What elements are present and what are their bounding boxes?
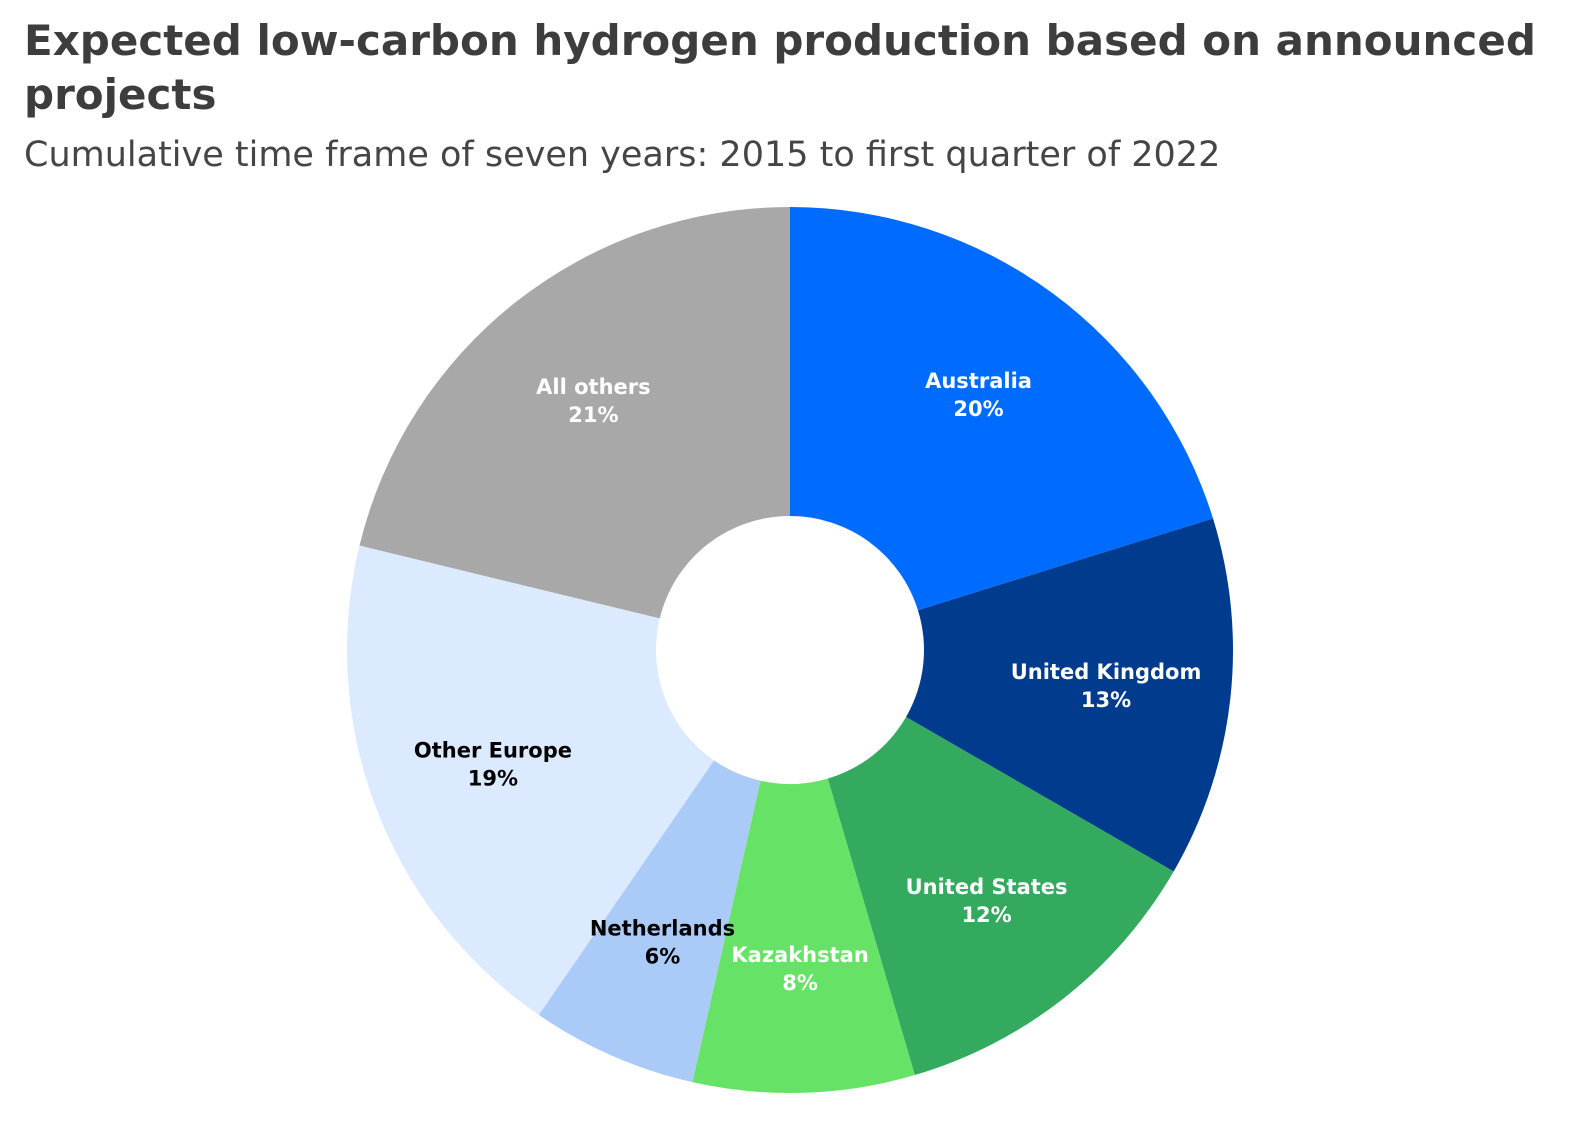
slice-value: 21% [568, 403, 618, 427]
slice-netherlands [538, 760, 761, 1083]
slice-all-others [359, 207, 790, 619]
slice-name: United Kingdom [1011, 660, 1202, 684]
slice-label-kazakhstan: Kazakhstan 8% [731, 943, 868, 995]
slice-name: Other Europe [414, 738, 572, 762]
slice-united-kingdom [906, 518, 1234, 872]
slice-value: 6% [645, 944, 681, 968]
slice-value: 8% [782, 971, 818, 995]
chart-title: Expected low-carbon hydrogen production … [24, 16, 1536, 119]
slice-name: Australia [925, 369, 1032, 393]
slice-label-all-others: All others 21% [536, 375, 650, 427]
slice-label-united-states: United States 12% [906, 875, 1068, 927]
slice-name: Kazakhstan [731, 943, 868, 967]
chart-subtitle: Cumulative time frame of seven years: 20… [24, 135, 1221, 175]
slice-label-netherlands: Netherlands 6% [590, 916, 735, 968]
slice-united-states [827, 717, 1174, 1076]
slice-value: 13% [1081, 688, 1131, 712]
donut-labels: Australia 20% United Kingdom 13% United Stat… [414, 369, 1201, 995]
slice-value: 19% [468, 766, 518, 790]
slice-value: 12% [961, 903, 1011, 927]
slice-label-united-kingdom: United Kingdom 13% [1011, 660, 1202, 712]
donut-slices [347, 207, 1234, 1093]
slice-other-europe [347, 545, 715, 1015]
slice-kazakhstan [692, 778, 915, 1093]
slice-value: 20% [953, 397, 1003, 421]
slice-name: United States [906, 875, 1068, 899]
slice-label-other-europe: Other Europe 19% [414, 738, 572, 790]
slice-name: All others [536, 375, 650, 399]
slice-name: Netherlands [590, 916, 735, 940]
slice-label-australia: Australia 20% [925, 369, 1032, 421]
slice-australia [790, 207, 1214, 611]
